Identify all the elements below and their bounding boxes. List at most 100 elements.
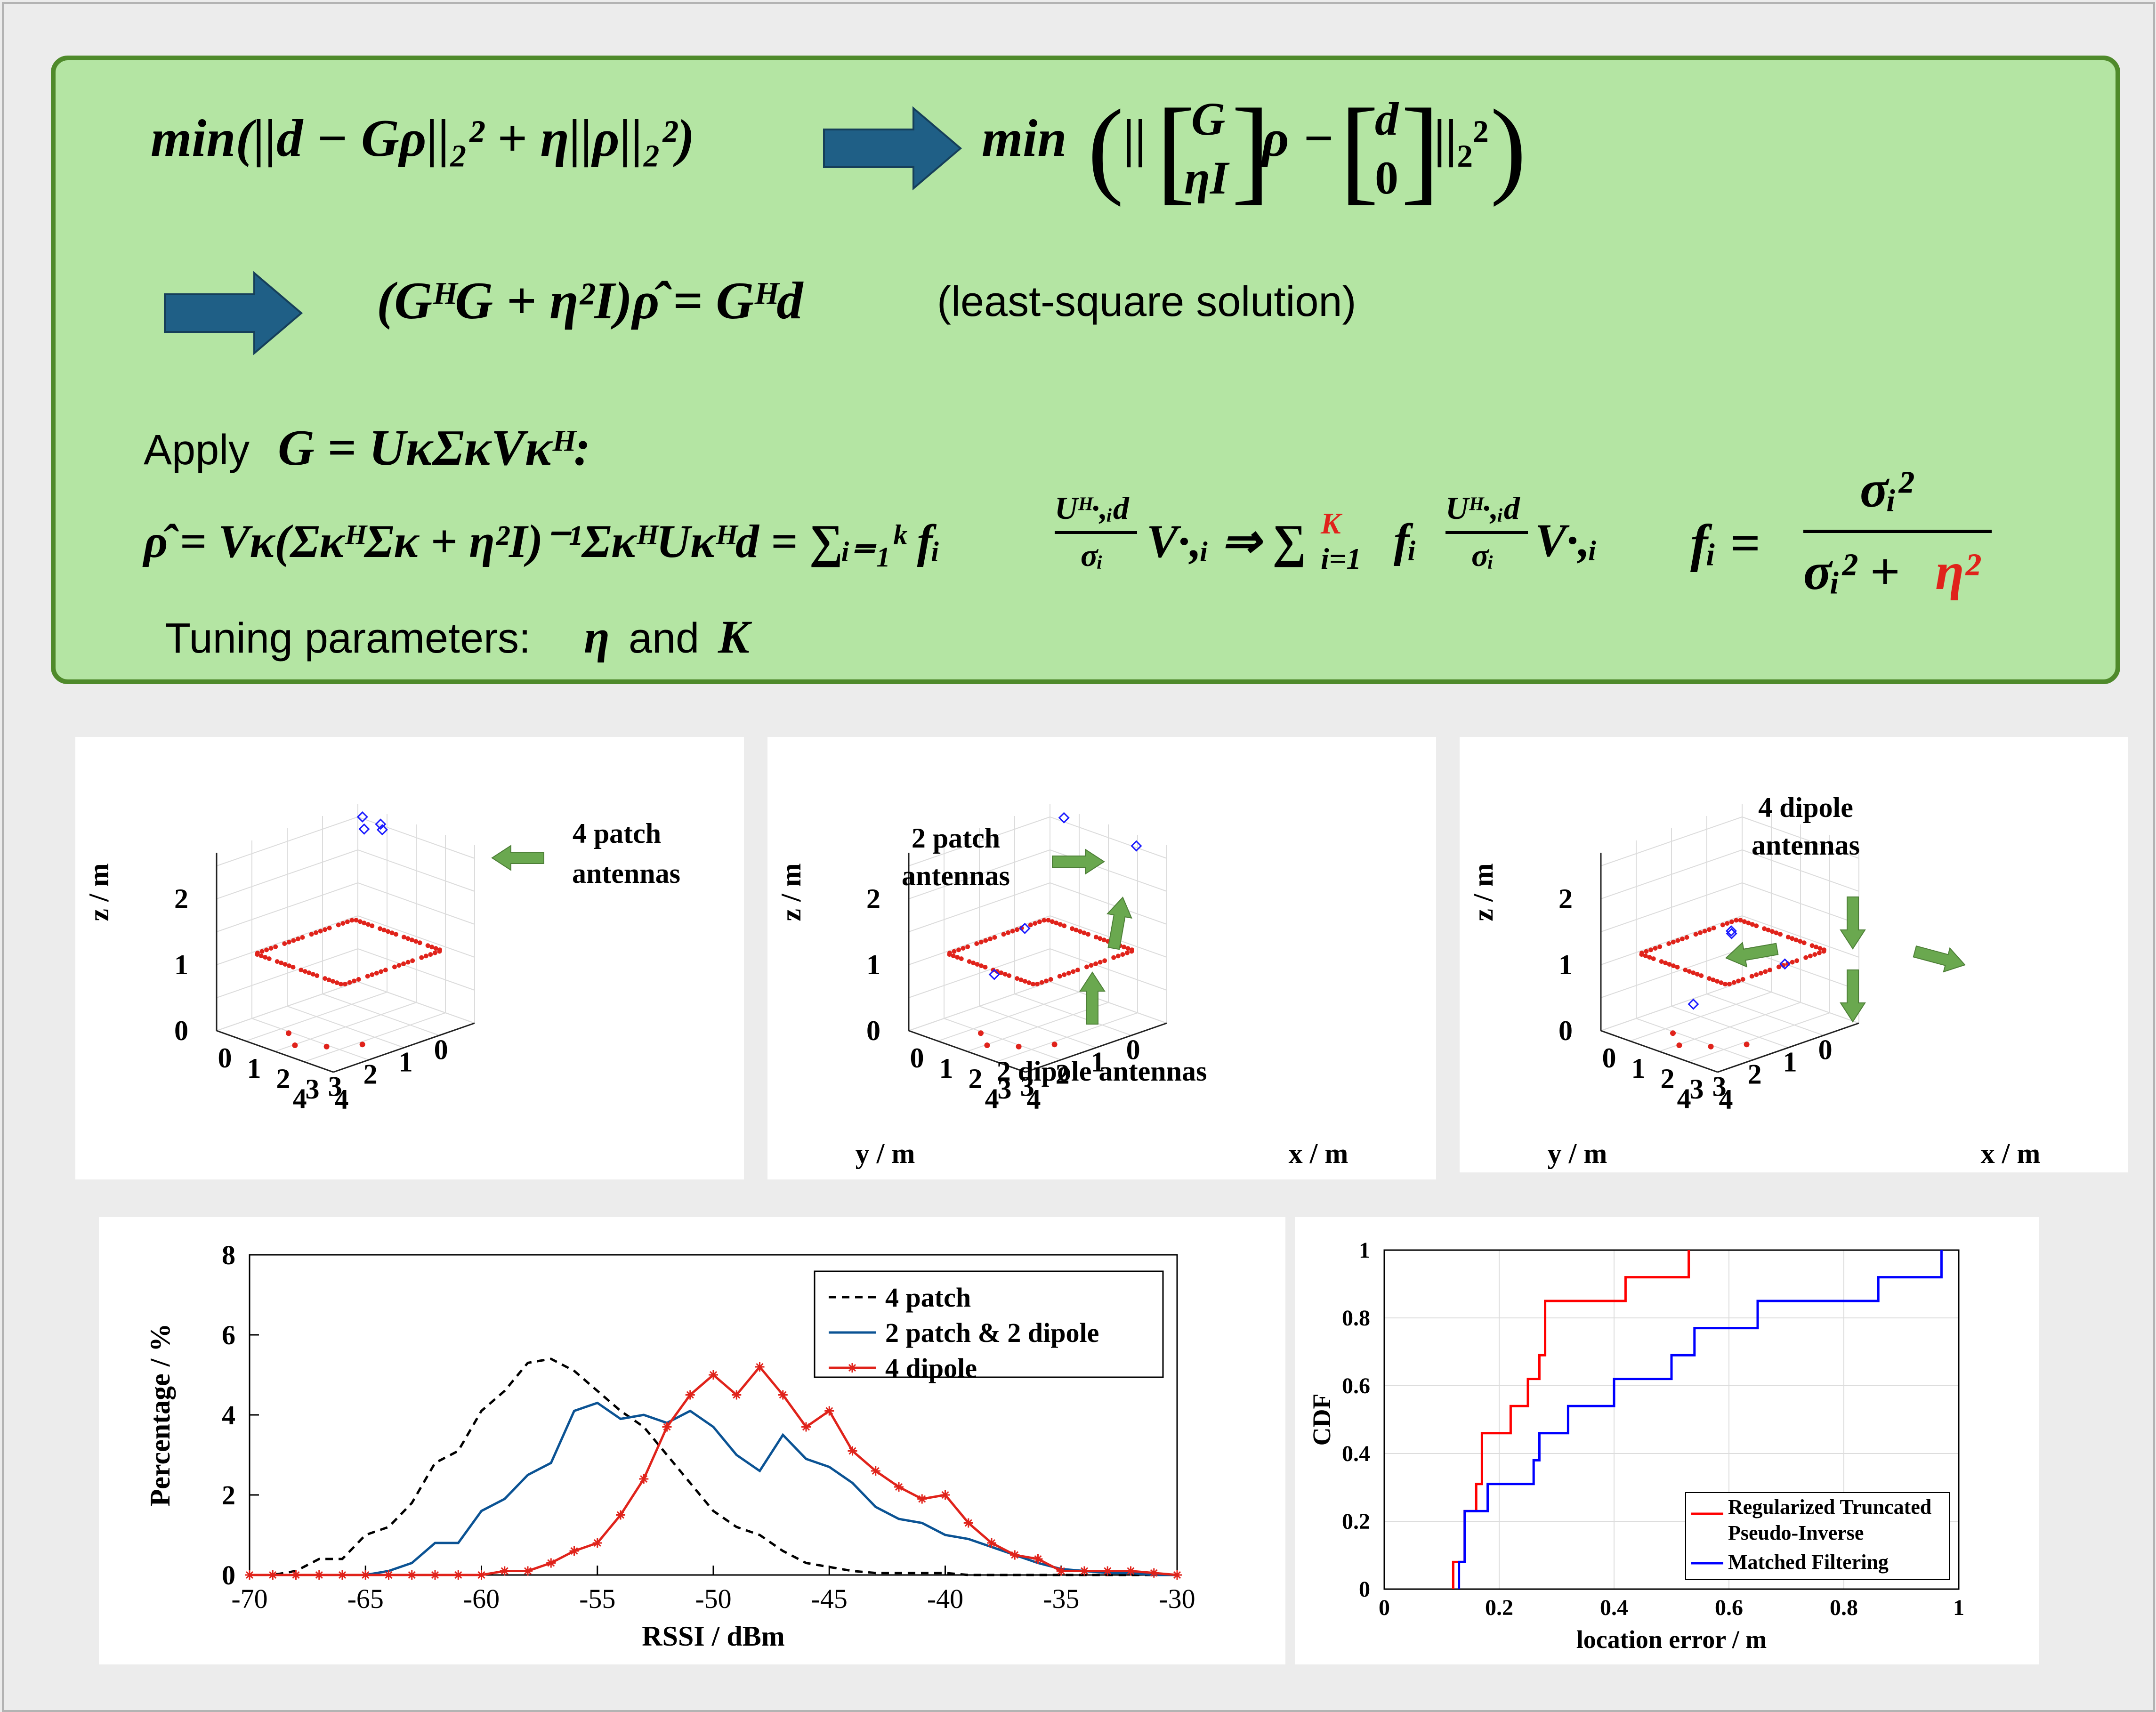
data-point	[685, 1390, 695, 1400]
y-axis-label: y / m	[856, 1138, 915, 1169]
x-tick-label: 0	[1379, 1595, 1390, 1620]
z-tick-label: 2	[1558, 883, 1573, 914]
marker-dot	[1071, 969, 1076, 974]
tuning-prefix: Tuning parameters:	[165, 615, 531, 662]
annotation-arrow	[1725, 942, 1779, 968]
marker-dot	[331, 979, 336, 984]
marker-dot	[1039, 980, 1044, 985]
y-tick-label: 2	[222, 1480, 235, 1510]
legend-label: Regularized Truncated	[1728, 1495, 1931, 1518]
eq3-frac-den: σᵢ	[1081, 537, 1104, 573]
data-point	[732, 1390, 742, 1400]
marker-dot	[413, 939, 419, 944]
marker-dot	[334, 980, 339, 985]
grid-line	[304, 1012, 446, 1062]
marker-dot	[1680, 937, 1685, 942]
data-point	[894, 1482, 904, 1492]
x-tick-label: 2	[969, 1063, 983, 1094]
antenna-marker	[1725, 925, 1737, 937]
annotation-arrow	[1840, 969, 1866, 1023]
marker-dot	[1794, 958, 1800, 963]
marker-dot	[1675, 965, 1680, 970]
grid-line	[216, 816, 358, 866]
marker-dot	[405, 936, 411, 941]
data-point	[639, 1474, 649, 1484]
z-tick-label: 2	[866, 883, 880, 914]
marker-dot	[1763, 969, 1768, 974]
y-tick-label: 0	[1359, 1577, 1370, 1602]
marker-dot	[1098, 936, 1103, 941]
marker-dot	[1048, 977, 1053, 982]
z-tick-label: 1	[174, 949, 188, 980]
axis-line	[1025, 1022, 1167, 1073]
antenna-marker	[1688, 998, 1699, 1010]
plot-border	[1383, 1249, 1960, 1590]
eq1-bracket-G-close: ]	[1231, 85, 1271, 215]
x-axis-label: x / m	[1289, 1138, 1349, 1169]
grid-line	[287, 1006, 404, 1048]
green-arrow-icon	[1840, 969, 1866, 1023]
marker-dot	[362, 921, 367, 926]
marker-dot	[1125, 946, 1130, 951]
grid-line	[1050, 981, 1167, 1024]
marker-dot	[1711, 977, 1716, 983]
marker-dot	[310, 972, 315, 977]
marker-dot	[425, 943, 430, 948]
marker-dot	[1062, 972, 1067, 977]
marker-dot	[1821, 949, 1826, 954]
marker-dot	[437, 949, 442, 954]
marker-dot	[323, 976, 328, 981]
eq1-paren-open: (	[1088, 87, 1124, 207]
annotation-label: antennas	[572, 858, 680, 889]
marker-dot	[349, 918, 355, 923]
y-tick-label: 2	[1748, 1059, 1762, 1090]
marker-dot	[302, 969, 307, 974]
marker-dot	[342, 981, 347, 986]
marker-dot	[326, 977, 331, 983]
eq3-frac2-num: Uᴴ·,ᵢd	[1445, 490, 1520, 526]
data-point	[917, 1494, 927, 1504]
marker-dot	[273, 944, 278, 949]
x-tick-label: -65	[347, 1583, 384, 1614]
x-tick-label: 0	[218, 1042, 232, 1074]
grid-line	[251, 1018, 369, 1060]
eq1-norm-open: ||	[1123, 109, 1147, 168]
x-tick-label: 4	[1719, 1084, 1733, 1115]
marker-dot	[1006, 930, 1011, 935]
annotation-arrow	[1079, 971, 1106, 1025]
data-point	[1080, 1566, 1089, 1576]
marker-dot	[1734, 918, 1739, 923]
marker-dot	[379, 969, 384, 974]
data-point	[778, 1390, 788, 1400]
marker-dot	[370, 972, 375, 977]
annotation-label: 2 patch	[912, 823, 1000, 854]
grid-line	[944, 1018, 1061, 1060]
marker-dot	[1122, 945, 1127, 950]
x-tick-label: 1	[939, 1053, 953, 1084]
data-point	[824, 1406, 834, 1416]
marker-dot	[974, 941, 979, 946]
grid-line	[1742, 915, 1859, 958]
x-tick-label: -60	[463, 1583, 500, 1614]
green-arrow-icon	[1840, 896, 1866, 950]
marker-dot	[1727, 981, 1732, 986]
grid-line	[1742, 981, 1859, 1024]
marker-dot	[1770, 929, 1775, 934]
fi-num: σᵢ²	[1860, 460, 1913, 518]
marker-dot	[1817, 950, 1822, 955]
marker-dot	[1719, 980, 1724, 985]
marker-dot	[338, 982, 343, 987]
eq3-frac2-bar	[1445, 531, 1528, 534]
grid-line	[357, 816, 475, 859]
marker-dot	[365, 922, 371, 927]
eq3-K: K	[1321, 507, 1341, 540]
y-tick-label: 0	[434, 1034, 448, 1066]
rssi-chart-panel: -70 -65 -60 -55 -50 -45 -40 -35 -30 0 2 4 6 8 RSSI / d…	[99, 1217, 1285, 1664]
eq1-d: d	[1375, 93, 1398, 145]
y-tick-label: 3	[1712, 1071, 1727, 1102]
data-point	[987, 1538, 996, 1548]
marker-dot	[315, 973, 320, 978]
marker-dot	[1015, 976, 1020, 981]
marker-dot	[1699, 973, 1704, 978]
